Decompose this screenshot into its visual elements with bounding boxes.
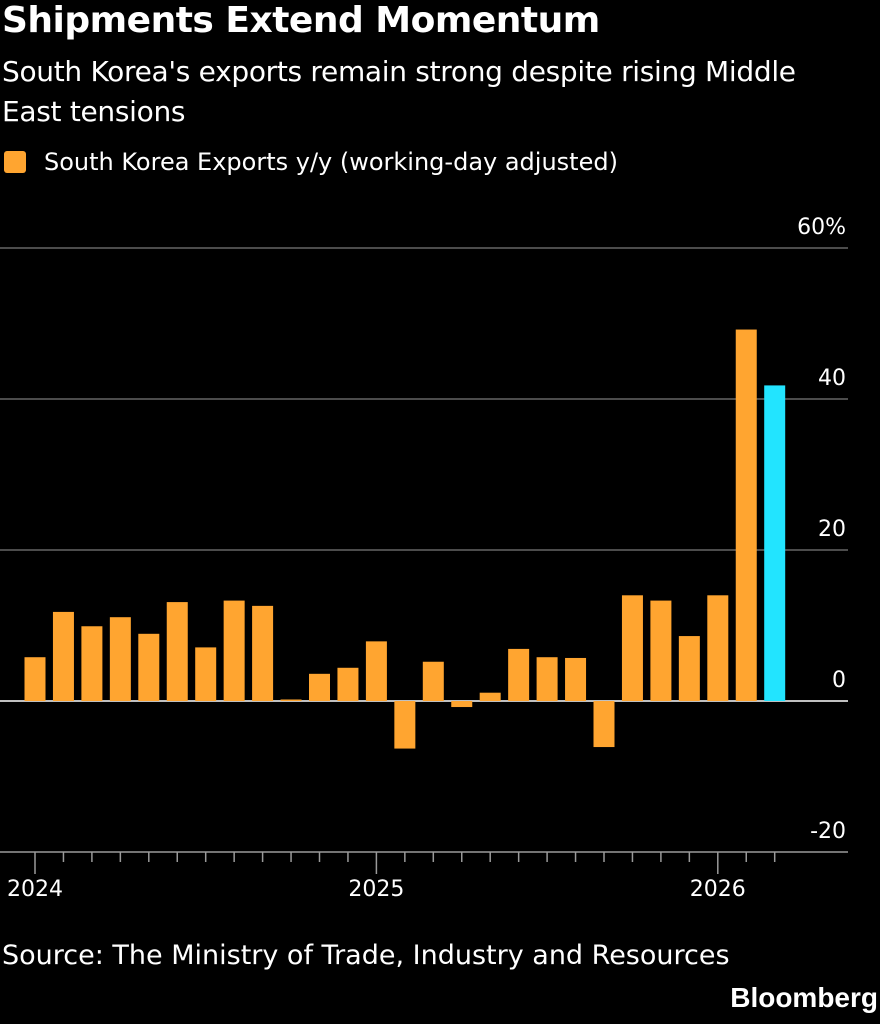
- bar: [422, 661, 444, 701]
- y-tick-label: 40: [818, 366, 846, 391]
- y-axis-labels: 60% 40 20 0 -20: [797, 215, 846, 844]
- y-tick-label: -20: [810, 819, 846, 844]
- bar: [365, 641, 387, 701]
- legend-swatch: [4, 151, 26, 173]
- bars: [24, 329, 786, 749]
- legend-label: South Korea Exports y/y (working-day adj…: [44, 148, 618, 176]
- bar: [536, 657, 558, 701]
- bar: [81, 626, 103, 701]
- bar: [678, 636, 700, 701]
- bar: [479, 692, 501, 701]
- bar: [735, 329, 757, 701]
- bar: [621, 595, 643, 701]
- bar: [508, 648, 530, 701]
- bar: [252, 605, 274, 701]
- chart-title: Shipments Extend Momentum: [2, 0, 600, 41]
- bar: [166, 602, 188, 701]
- bar: [52, 611, 74, 701]
- x-axis-labels: 2024 2025 2026: [7, 877, 746, 902]
- brand-logo: Bloomberg: [730, 982, 878, 1013]
- bar: [223, 600, 245, 701]
- legend: South Korea Exports y/y (working-day adj…: [4, 148, 618, 176]
- bar: [394, 701, 416, 749]
- bar: [195, 647, 217, 701]
- x-tick-label: 2024: [7, 877, 63, 902]
- bar: [280, 699, 302, 701]
- bar-chart: 60% 40 20 0 -20 2024 2025 2026: [0, 215, 848, 902]
- bar: [707, 595, 729, 701]
- bar: [565, 657, 587, 701]
- source-note: Source: The Ministry of Trade, Industry …: [2, 940, 730, 971]
- y-tick-label: 60%: [797, 215, 846, 240]
- bar: [109, 617, 131, 701]
- bar: [650, 600, 672, 701]
- chart-subtitle: South Korea's exports remain strong desp…: [2, 55, 796, 128]
- bar: [309, 673, 330, 701]
- x-tick-label: 2025: [348, 877, 404, 902]
- bar: [451, 701, 473, 708]
- y-tick-label: 0: [832, 668, 846, 693]
- bar: [138, 633, 160, 701]
- bar: [764, 385, 786, 701]
- x-axis: [0, 851, 848, 874]
- bar: [24, 657, 46, 701]
- bar: [337, 667, 359, 701]
- y-tick-label: 20: [818, 517, 846, 542]
- bar: [593, 701, 615, 748]
- x-tick-label: 2026: [690, 877, 746, 902]
